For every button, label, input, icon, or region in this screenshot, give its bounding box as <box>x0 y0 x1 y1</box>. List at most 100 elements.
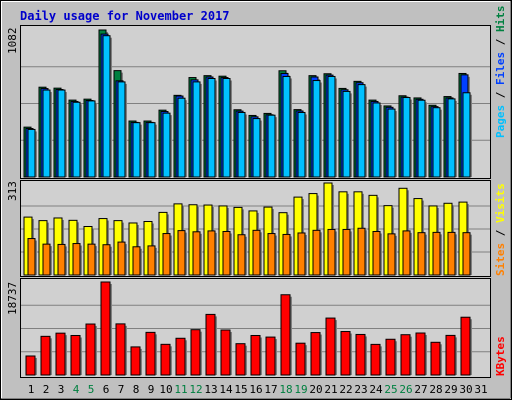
kbytes-bar-day-8 <box>130 346 141 376</box>
sites-bar-day-11 <box>177 230 186 276</box>
sites-bar-day-29 <box>447 231 456 276</box>
pages-bar-day-15 <box>237 111 246 178</box>
sites-bar-day-20 <box>312 229 321 276</box>
sites-bar-day-30 <box>462 232 471 276</box>
pages-bar-day-24 <box>372 102 381 178</box>
x-label-day-25: 25 <box>384 383 397 396</box>
sites-bar-day-16 <box>252 229 261 276</box>
kbytes-bar-day-18 <box>280 294 291 376</box>
sites-bar-day-23 <box>357 227 366 276</box>
kbytes-bar-day-27 <box>415 332 426 376</box>
kbytes-bar-day-28 <box>430 341 441 376</box>
x-label-day-22: 22 <box>339 383 352 396</box>
sites-bar-day-12 <box>192 231 201 276</box>
x-label-day-18: 18 <box>279 383 292 396</box>
legend-sep-2: / <box>494 32 507 52</box>
x-label-day-26: 26 <box>399 383 412 396</box>
kbytes-bar-day-25 <box>385 338 396 376</box>
pages-bar-day-16 <box>252 118 261 178</box>
bottom-panel-max-label: 18737 <box>6 282 19 315</box>
legend-hits: Hits <box>494 6 507 33</box>
x-label-day-1: 1 <box>28 383 35 396</box>
kbytes-bar-day-12 <box>190 329 201 376</box>
x-label-day-17: 17 <box>264 383 277 396</box>
kbytes-bar-day-19 <box>295 342 306 376</box>
sites-bar-day-2 <box>42 243 51 276</box>
x-label-day-31: 31 <box>474 383 487 396</box>
kbytes-bar-day-21 <box>325 317 336 376</box>
x-label-day-8: 8 <box>133 383 140 396</box>
pages-bar-day-23 <box>357 84 366 178</box>
sites-bar-day-6 <box>102 244 111 276</box>
legend-kbytes: KBytes <box>494 336 507 376</box>
pages-bar-day-4 <box>72 101 81 178</box>
sites-bar-day-10 <box>162 233 171 276</box>
pages-bar-day-29 <box>447 98 456 178</box>
sites-bar-day-22 <box>342 228 351 276</box>
pages-bar-day-8 <box>132 122 141 178</box>
sites-bar-day-18 <box>282 233 291 276</box>
x-label-day-7: 7 <box>118 383 125 396</box>
pages-bar-day-25 <box>387 108 396 178</box>
pages-bar-day-6 <box>102 35 111 178</box>
top-panel-max-label: 1082 <box>6 28 19 55</box>
kbytes-bar-day-24 <box>370 343 381 376</box>
x-label-day-20: 20 <box>309 383 322 396</box>
sites-bar-day-3 <box>57 243 66 276</box>
pages-bar-day-22 <box>342 90 351 178</box>
pages-bar-day-13 <box>207 78 216 178</box>
kbytes-bar-day-23 <box>355 333 366 376</box>
x-label-day-29: 29 <box>444 383 457 396</box>
pages-bar-day-2 <box>42 89 51 178</box>
pages-bar-day-11 <box>177 97 186 178</box>
sites-bar-day-19 <box>297 232 306 276</box>
x-label-day-14: 14 <box>219 383 233 396</box>
x-label-day-15: 15 <box>234 383 247 396</box>
pages-bar-day-1 <box>27 128 36 178</box>
pages-bar-day-18 <box>282 75 291 178</box>
kbytes-bar-day-3 <box>55 332 66 376</box>
pages-bar-day-26 <box>402 97 411 178</box>
kbytes-bar-day-16 <box>250 334 261 376</box>
x-label-day-5: 5 <box>88 383 95 396</box>
x-label-day-27: 27 <box>414 383 427 396</box>
x-label-day-16: 16 <box>249 383 262 396</box>
kbytes-bar-day-15 <box>235 343 246 376</box>
pages-bar-day-10 <box>162 112 171 178</box>
x-label-day-2: 2 <box>43 383 50 396</box>
sites-bar-day-13 <box>207 230 216 276</box>
pages-bar-day-30 <box>462 92 471 178</box>
sites-bar-day-8 <box>132 246 141 276</box>
x-label-day-24: 24 <box>369 383 383 396</box>
middle-panel-legend: Sites / Visits <box>494 183 507 276</box>
legend-pages: Pages <box>494 105 507 138</box>
middle-panel-max-label: 313 <box>6 181 19 201</box>
kbytes-bar-day-11 <box>175 337 186 376</box>
sites-bar-day-9 <box>147 245 156 276</box>
bottom-panel-legend: KBytes <box>494 336 507 376</box>
pages-bar-day-5 <box>87 100 96 178</box>
bars-layer <box>23 29 472 376</box>
legend-files: Files <box>494 52 507 85</box>
x-label-day-4: 4 <box>73 383 80 396</box>
kbytes-bar-day-1 <box>25 355 36 376</box>
pages-bar-day-14 <box>222 78 231 178</box>
pages-bar-day-3 <box>57 89 66 178</box>
x-label-day-19: 19 <box>294 383 307 396</box>
kbytes-bar-day-4 <box>70 334 81 376</box>
kbytes-bar-day-2 <box>40 335 51 376</box>
sites-bar-day-5 <box>87 243 96 276</box>
sites-bar-day-17 <box>267 233 276 276</box>
x-label-day-13: 13 <box>204 383 217 396</box>
legend-sep-3: / <box>494 223 507 243</box>
sites-bar-day-4 <box>72 243 81 276</box>
legend-sites: Sites <box>494 243 507 276</box>
kbytes-bar-day-13 <box>205 313 216 376</box>
pages-bar-day-9 <box>147 122 156 178</box>
x-label-day-10: 10 <box>159 383 172 396</box>
kbytes-bar-day-29 <box>445 334 456 376</box>
kbytes-bar-day-20 <box>310 332 321 376</box>
x-label-day-21: 21 <box>324 383 337 396</box>
pages-bar-day-21 <box>327 75 336 178</box>
pages-bar-day-19 <box>297 111 306 178</box>
